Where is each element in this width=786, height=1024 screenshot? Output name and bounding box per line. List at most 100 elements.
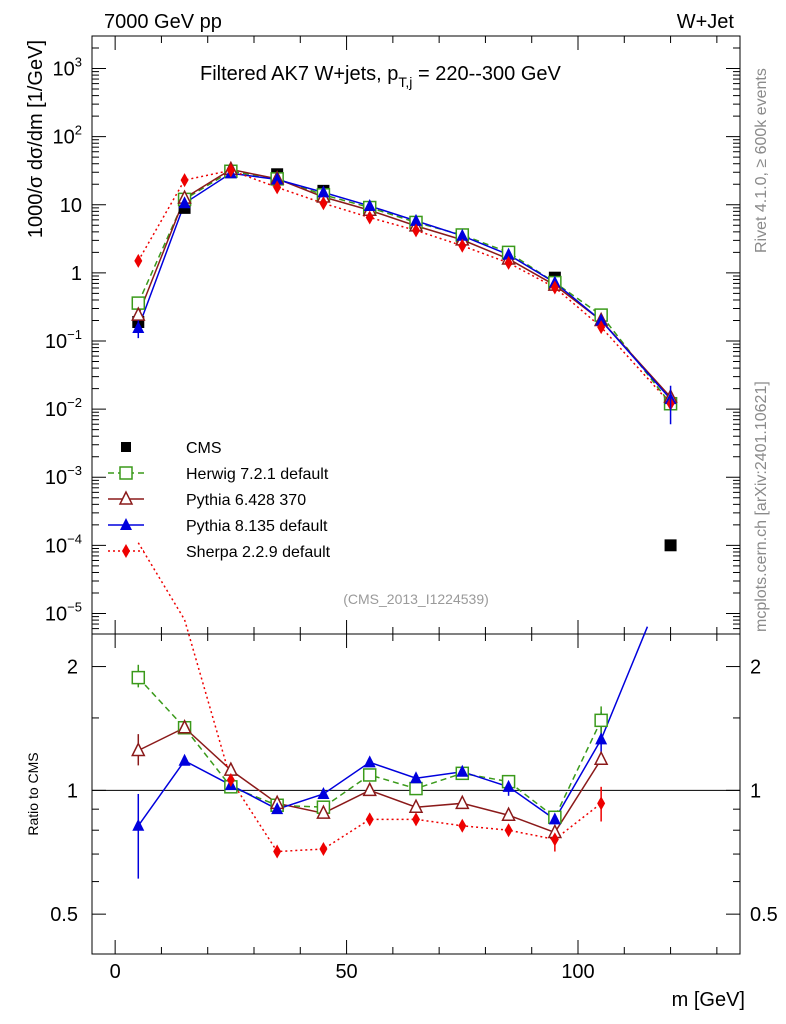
- sherpa-marker: [365, 812, 374, 827]
- legend: CMS Herwig 7.2.1 default Pythia 6.428 370 P…: [108, 440, 331, 561]
- y-tick-label-base: 1: [71, 263, 82, 285]
- y-tick-label-base: 10: [45, 535, 67, 557]
- sherpa-marker: [273, 180, 281, 194]
- sherpa-marker: [458, 818, 467, 833]
- pythia6-marker: [118, 490, 134, 505]
- sherpa-marker: [319, 196, 327, 210]
- sherpa-marker: [458, 239, 466, 253]
- pythia8-marker: [120, 518, 132, 530]
- pythia8-marker: [595, 313, 607, 325]
- pythia6-marker: [455, 794, 470, 810]
- ratio-y-axis-title: Ratio to CMS: [25, 752, 41, 835]
- pythia6-marker: [132, 308, 144, 320]
- sherpa-marker: [181, 173, 189, 187]
- y-tick-label: 10−3: [45, 463, 82, 489]
- y-tick-label: 10−4: [45, 531, 82, 557]
- x-axis-title: m [GeV]: [672, 989, 745, 1011]
- rivet-label: Rivet 4.1.0, ≥ 600k events: [753, 68, 770, 253]
- y-tick-label-exp: −2: [67, 395, 82, 410]
- y-tick-label-exp: −5: [67, 599, 82, 614]
- pythia8-marker: [503, 248, 515, 260]
- pythia8-marker: [502, 779, 515, 792]
- plot-title-main: Filtered AK7 W+jets, p: [200, 63, 398, 85]
- herwig-marker: [594, 713, 608, 728]
- series-line-4: [138, 170, 670, 403]
- sherpa-marker: [504, 823, 513, 838]
- plot-title: Filtered AK7 W+jets, pT,j = 220--300 GeV: [200, 63, 562, 90]
- pythia6-marker: [131, 741, 146, 757]
- pythia6-marker: [177, 719, 192, 734]
- pythia8-marker: [179, 196, 191, 208]
- mcplots-label: mcplots.cern.ch [arXiv:2401.10621]: [753, 381, 770, 632]
- y-tick-label-base: 10: [60, 195, 82, 217]
- sherpa-marker: [412, 223, 420, 237]
- pythia8-marker: [456, 229, 468, 241]
- series-line-2: [138, 169, 670, 397]
- legend-label: Herwig 7.2.1 default: [186, 466, 329, 483]
- cms-marker: [665, 539, 677, 551]
- pythia6-marker: [316, 804, 331, 819]
- sherpa-marker: [122, 544, 130, 558]
- y-tick-label: 10: [60, 195, 82, 217]
- ratio-line-2: [137, 626, 649, 827]
- y-tick-label-base: 10: [53, 127, 75, 149]
- cms-marker: [121, 442, 131, 452]
- ratio-y-tick-label-right: 2: [750, 657, 761, 679]
- ratio-y-tick-label: 0.5: [50, 904, 78, 926]
- pythia8-marker: [178, 753, 191, 766]
- ratio-y-tick-label: 2: [67, 657, 78, 679]
- sherpa-marker: [273, 844, 282, 859]
- pythia6-marker: [408, 798, 424, 813]
- sherpa-marker: [226, 772, 235, 787]
- y-tick-label-exp: −4: [67, 531, 82, 546]
- herwig-marker: [119, 466, 133, 480]
- herwig-marker: [362, 768, 377, 782]
- legend-label: Pythia 6.428 370: [186, 492, 306, 509]
- sherpa-marker: [412, 812, 420, 827]
- series-line-3: [138, 173, 670, 399]
- y-axis-title: 1000/σ dσ/dm [1/GeV]: [25, 40, 47, 238]
- ratio-y-tick-label-right: 1: [750, 780, 761, 802]
- y-tick-label: 1: [71, 263, 82, 285]
- legend-label: Sherpa 2.2.9 default: [186, 544, 331, 561]
- pythia8-marker: [271, 172, 283, 184]
- plot-title-sub: T,j: [398, 74, 412, 90]
- legend-label: Pythia 8.135 default: [186, 518, 328, 535]
- sherpa-marker: [597, 796, 606, 811]
- pythia6-marker: [501, 806, 516, 821]
- plot-title-rest: = 220--300 GeV: [412, 63, 561, 85]
- ratio-plot-frame: [91, 633, 741, 955]
- herwig-marker: [131, 670, 146, 685]
- pythia8-marker: [317, 185, 329, 197]
- pythia6-marker: [593, 750, 609, 766]
- y-tick-label: 10−5: [45, 599, 82, 625]
- y-tick-label-base: 10: [45, 603, 67, 625]
- ratio-y-tick-label-right: 0.5: [750, 904, 778, 926]
- herwig-marker: [409, 781, 423, 796]
- pythia8-marker: [410, 214, 422, 226]
- sherpa-marker: [505, 256, 513, 270]
- analysis-tag: (CMS_2013_I1224539): [343, 591, 489, 607]
- y-tick-label: 10−1: [45, 327, 82, 353]
- header-left: 7000 GeV pp: [104, 11, 222, 33]
- ratio-plot-layer: [92, 542, 740, 879]
- sherpa-marker: [550, 832, 559, 847]
- y-tick-label-exp: −1: [67, 327, 82, 342]
- pythia8-marker: [363, 755, 376, 768]
- y-tick-label: 102: [53, 123, 82, 149]
- sherpa-marker: [597, 320, 605, 334]
- pythia8-marker: [548, 812, 561, 825]
- y-tick-label-base: 10: [45, 399, 67, 421]
- pythia8-marker: [410, 771, 422, 784]
- header-right: W+Jet: [677, 11, 735, 33]
- ratio-line-3: [137, 542, 602, 853]
- y-tick-label: 103: [53, 55, 82, 81]
- y-tick-label-base: 10: [53, 59, 75, 81]
- pythia8-marker: [317, 786, 330, 799]
- y-tick-label-exp: 3: [75, 55, 82, 70]
- x-tick-label: 0: [110, 961, 121, 983]
- x-tick-label: 50: [335, 961, 357, 983]
- y-tick-label-exp: 2: [75, 123, 82, 138]
